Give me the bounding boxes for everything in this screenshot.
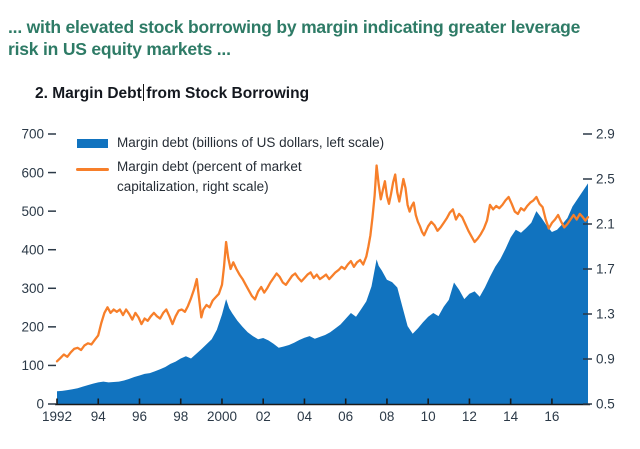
y-left-tick-label: 0	[36, 397, 44, 412]
caption-line-1: ... with elevated stock borrowing by mar…	[8, 17, 581, 37]
y-left-tick-label: 700	[21, 127, 44, 142]
x-axis-tick-label: 06	[338, 409, 353, 424]
x-axis-tick-label: 14	[503, 409, 519, 424]
x-axis-tick-label: 94	[91, 409, 107, 424]
y-left-tick-label: 300	[21, 281, 44, 296]
y-left-tick-label: 500	[21, 204, 44, 219]
chart-title-text-before: 2. Margin Debt	[35, 85, 142, 102]
y-right-tick-label: 2.9	[596, 127, 615, 142]
chart-title[interactable]: 2. Margin Debt from Stock Borrowing	[35, 84, 309, 103]
legend-label-margin-debt-percent: Margin debt (percent of market capitaliz…	[117, 159, 302, 194]
chart-title-text-after: from Stock Borrowing	[146, 85, 310, 102]
x-axis-tick-label: 98	[173, 409, 188, 424]
margin-debt-percent-line-series	[55, 164, 590, 363]
y-left-tick-label: 100	[21, 358, 44, 373]
y-right-tick-label: 1.3	[596, 307, 615, 322]
x-axis-tick-label: 08	[379, 409, 394, 424]
x-axis-tick-label: 12	[462, 409, 477, 424]
line-series-swatch-icon	[76, 168, 109, 171]
legend-label-margin-debt-dollars: Margin debt (billions of US dollars, lef…	[117, 135, 385, 150]
x-axis-tick-label: 02	[256, 409, 271, 424]
y-right-tick-label: 0.5	[596, 397, 615, 412]
y-right-tick-label: 2.1	[596, 217, 615, 232]
figure-caption: ... with elevated stock borrowing by mar…	[8, 16, 618, 60]
y-right-tick-label: 1.7	[596, 262, 615, 277]
area-series-swatch-icon	[77, 139, 108, 148]
y-left-tick-label: 200	[21, 320, 44, 335]
margin-debt-area-series	[57, 183, 588, 404]
caption-line-2: risk in US equity markets ...	[8, 39, 231, 59]
x-axis-tick-label: 96	[132, 409, 147, 424]
x-axis-tick-label: 1992	[42, 409, 72, 424]
y-left-tick-label: 400	[21, 242, 44, 257]
x-axis-tick-label: 04	[297, 409, 313, 424]
x-axis-tick-label: 10	[421, 409, 436, 424]
y-left-tick-label: 600	[21, 165, 44, 180]
y-right-tick-label: 2.5	[596, 172, 615, 187]
x-axis-tick-label: 16	[544, 409, 559, 424]
x-axis-tick-label: 2000	[207, 409, 237, 424]
y-right-tick-label: 0.9	[596, 352, 615, 367]
text-caret-icon	[142, 84, 145, 101]
